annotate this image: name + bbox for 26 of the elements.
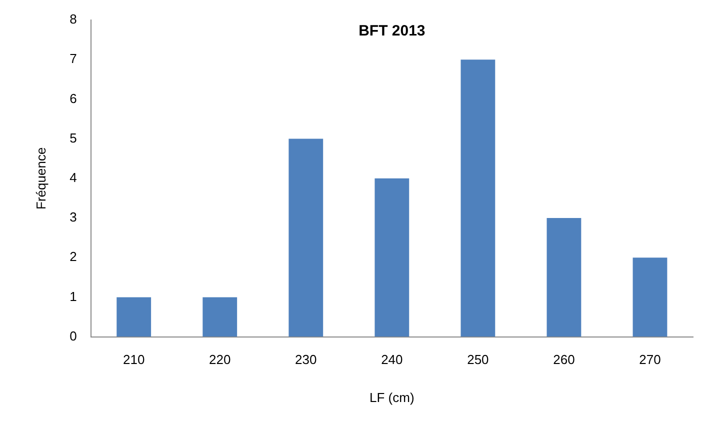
chart-title: BFT 2013 [358,22,426,40]
x-tick-label: 270 [639,352,661,368]
bar [546,218,582,337]
bar [288,138,324,337]
y-tick-label: 0 [70,328,77,344]
bar [202,297,238,337]
bar [460,60,496,337]
bar [632,258,668,337]
x-tick-label: 230 [295,352,317,368]
x-axis-title: LF (cm) [370,390,414,405]
y-axis-title: Fréquence [33,147,48,210]
y-tick-label: 4 [70,170,77,185]
x-tick-label: 260 [553,352,575,368]
y-tick-label: 2 [70,249,77,264]
y-tick-label: 8 [70,12,77,27]
x-tick-label: 250 [467,352,489,368]
x-tick-label: 240 [381,352,403,368]
y-tick-label: 1 [70,288,77,304]
y-tick-label: 5 [70,130,77,146]
bar [374,178,410,337]
x-tick-label: 220 [209,352,231,368]
y-tick-label: 7 [70,51,77,66]
y-tick-label: 6 [70,90,77,106]
y-tick-label: 3 [70,210,77,225]
bar [116,297,152,337]
x-tick-label: 210 [122,352,145,368]
